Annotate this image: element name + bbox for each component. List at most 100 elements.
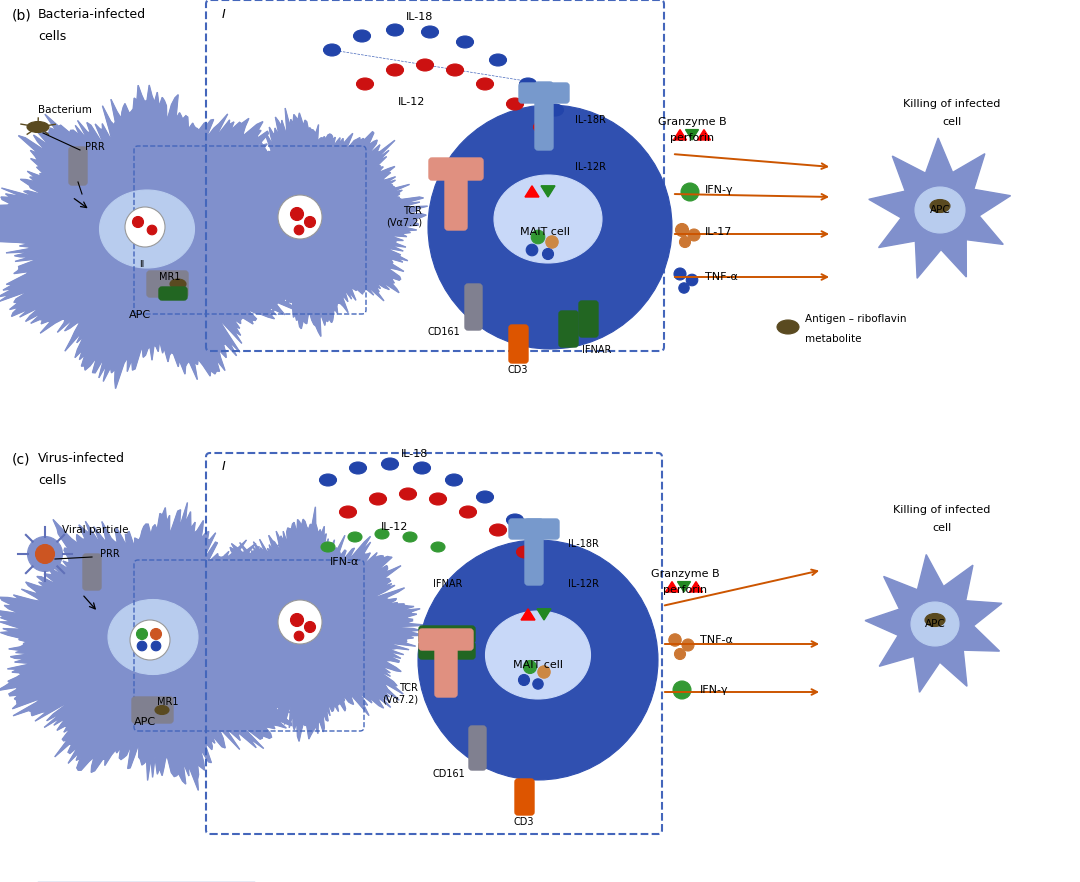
Text: PRR: PRR xyxy=(85,142,105,152)
Ellipse shape xyxy=(486,611,591,699)
Ellipse shape xyxy=(519,78,537,90)
Text: cells: cells xyxy=(38,30,66,43)
Text: Viral particle: Viral particle xyxy=(62,525,129,535)
Circle shape xyxy=(675,648,686,660)
Polygon shape xyxy=(677,581,690,592)
Ellipse shape xyxy=(459,506,476,518)
Polygon shape xyxy=(521,609,535,620)
Ellipse shape xyxy=(156,706,168,714)
Text: APC: APC xyxy=(134,717,157,727)
Text: MR1: MR1 xyxy=(159,272,180,282)
Text: perforin: perforin xyxy=(670,133,714,143)
Polygon shape xyxy=(868,138,1011,278)
Ellipse shape xyxy=(339,506,356,518)
FancyBboxPatch shape xyxy=(435,631,457,697)
Text: CD161: CD161 xyxy=(432,769,465,779)
Circle shape xyxy=(669,634,681,647)
Text: CD3: CD3 xyxy=(514,817,535,827)
Ellipse shape xyxy=(421,26,438,38)
Polygon shape xyxy=(525,186,539,197)
Text: MAIT cell: MAIT cell xyxy=(513,660,563,670)
Text: TCR
(Vα7.2): TCR (Vα7.2) xyxy=(386,206,422,228)
Circle shape xyxy=(679,283,689,293)
Circle shape xyxy=(305,216,315,228)
Text: Bacteria-infected: Bacteria-infected xyxy=(38,8,146,21)
Ellipse shape xyxy=(403,532,417,542)
Circle shape xyxy=(137,641,147,651)
FancyBboxPatch shape xyxy=(419,629,473,650)
Circle shape xyxy=(418,540,658,780)
Text: II: II xyxy=(139,259,145,268)
Text: (c): (c) xyxy=(12,452,30,466)
Text: APC: APC xyxy=(930,205,950,215)
Text: IL-18R: IL-18R xyxy=(575,115,606,125)
Circle shape xyxy=(688,229,700,241)
Ellipse shape xyxy=(99,190,194,268)
Ellipse shape xyxy=(170,279,186,289)
Circle shape xyxy=(681,639,694,651)
Ellipse shape xyxy=(353,30,370,42)
Circle shape xyxy=(151,641,161,651)
Circle shape xyxy=(147,225,157,235)
Ellipse shape xyxy=(375,529,389,539)
Ellipse shape xyxy=(387,64,404,76)
Ellipse shape xyxy=(912,602,959,646)
Circle shape xyxy=(532,679,543,689)
Circle shape xyxy=(305,622,315,632)
Ellipse shape xyxy=(546,104,564,116)
Polygon shape xyxy=(689,581,702,592)
Ellipse shape xyxy=(414,462,431,474)
FancyBboxPatch shape xyxy=(419,626,475,643)
Polygon shape xyxy=(181,108,428,336)
Text: IL-12: IL-12 xyxy=(381,522,408,532)
FancyBboxPatch shape xyxy=(515,779,534,815)
Circle shape xyxy=(531,230,544,243)
Text: IFNAR: IFNAR xyxy=(433,579,462,589)
Text: I: I xyxy=(222,460,226,473)
Ellipse shape xyxy=(476,78,494,90)
Ellipse shape xyxy=(387,24,404,36)
Ellipse shape xyxy=(777,320,799,334)
Ellipse shape xyxy=(431,542,445,552)
Text: TNF-α: TNF-α xyxy=(705,272,738,282)
Text: Granzyme B: Granzyme B xyxy=(650,569,719,579)
Text: Killing of infected: Killing of infected xyxy=(903,99,1001,109)
Ellipse shape xyxy=(476,491,494,503)
Circle shape xyxy=(291,614,303,626)
Polygon shape xyxy=(541,186,555,197)
Circle shape xyxy=(294,225,303,235)
Text: Killing of infected: Killing of infected xyxy=(893,505,990,515)
FancyBboxPatch shape xyxy=(465,284,482,330)
Ellipse shape xyxy=(446,64,463,76)
Text: IL-12R: IL-12R xyxy=(568,579,599,589)
Ellipse shape xyxy=(324,44,340,56)
Text: cell: cell xyxy=(932,523,951,533)
Circle shape xyxy=(545,235,558,248)
FancyBboxPatch shape xyxy=(429,158,483,180)
FancyBboxPatch shape xyxy=(419,642,475,659)
Ellipse shape xyxy=(381,458,399,470)
FancyBboxPatch shape xyxy=(509,325,528,363)
FancyBboxPatch shape xyxy=(535,82,553,150)
FancyBboxPatch shape xyxy=(69,147,87,185)
Circle shape xyxy=(294,632,303,641)
Polygon shape xyxy=(698,130,711,140)
Circle shape xyxy=(673,681,691,699)
Text: APC: APC xyxy=(924,619,945,629)
Text: PRR: PRR xyxy=(100,549,120,559)
Circle shape xyxy=(538,666,550,678)
Circle shape xyxy=(518,675,529,685)
Ellipse shape xyxy=(507,98,524,110)
FancyBboxPatch shape xyxy=(159,287,187,300)
Ellipse shape xyxy=(321,542,335,552)
Polygon shape xyxy=(665,581,678,592)
Circle shape xyxy=(524,661,537,674)
Text: TCR
(Vα7.2): TCR (Vα7.2) xyxy=(382,684,418,705)
Polygon shape xyxy=(537,609,551,620)
Ellipse shape xyxy=(507,514,524,526)
FancyBboxPatch shape xyxy=(132,697,173,723)
Text: cells: cells xyxy=(38,474,66,487)
Ellipse shape xyxy=(430,493,446,505)
Ellipse shape xyxy=(348,532,362,542)
FancyBboxPatch shape xyxy=(579,301,598,337)
